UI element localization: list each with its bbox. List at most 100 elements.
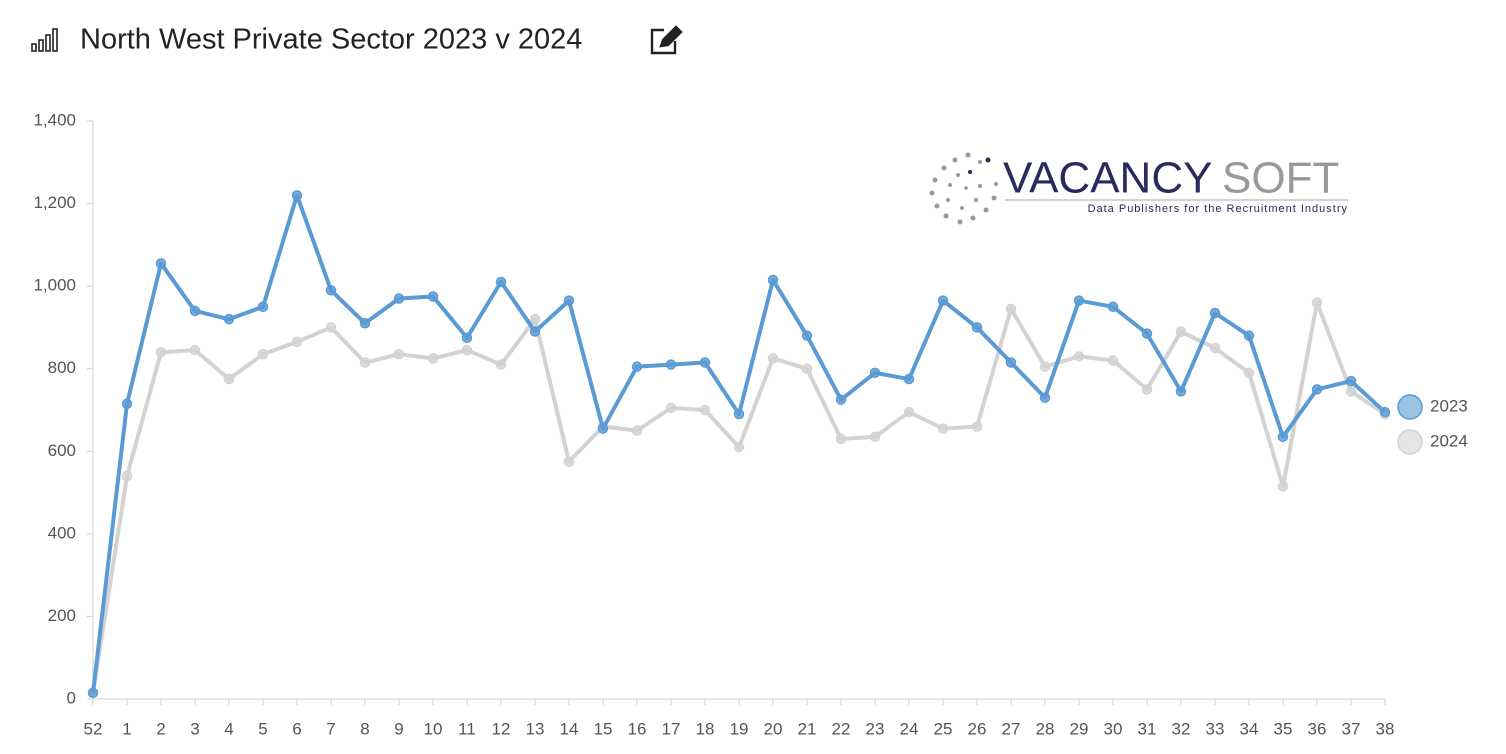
data-point [665, 359, 677, 370]
y-tick-label: 600 [48, 441, 76, 460]
data-point [1209, 342, 1221, 354]
data-point [1141, 328, 1153, 339]
data-point [563, 295, 575, 306]
data-point [631, 425, 643, 436]
data-point [699, 357, 711, 368]
data-point [1311, 297, 1323, 308]
data-point [835, 433, 847, 445]
logo: VACANCY SOFT Data Publishers for the Rec… [929, 152, 1348, 225]
data-point [189, 305, 201, 317]
x-tick-label: 7 [326, 719, 335, 738]
data-point [325, 322, 337, 333]
x-tick-label: 19 [730, 719, 749, 738]
data-point [869, 367, 881, 379]
x-tick-label: 20 [764, 719, 783, 738]
data-point [257, 301, 269, 313]
edit-icon[interactable] [650, 25, 683, 55]
y-tick-label: 800 [48, 358, 76, 377]
data-point [325, 285, 337, 296]
data-point [1175, 386, 1187, 397]
y-tick-label: 1,200 [33, 193, 76, 212]
data-point [1277, 481, 1289, 492]
legend-label: 2023 [1430, 396, 1468, 415]
x-tick-label: 3 [190, 719, 199, 738]
legend-marker [1397, 394, 1423, 420]
data-point [155, 258, 167, 269]
x-tick-label: 33 [1206, 719, 1225, 738]
y-tick-label: 0 [67, 688, 76, 707]
y-tick-label: 200 [48, 606, 76, 625]
data-point [1209, 307, 1221, 319]
x-tick-label: 2 [156, 719, 165, 738]
data-point [767, 274, 779, 286]
x-tick-label: 15 [594, 719, 613, 738]
data-point [1243, 330, 1255, 341]
x-tick-label: 4 [224, 719, 233, 738]
data-point [1039, 361, 1051, 372]
data-point [1175, 326, 1187, 337]
x-tick-label: 10 [424, 719, 443, 738]
data-point [1243, 367, 1255, 379]
x-tick-label: 36 [1308, 719, 1327, 738]
data-point [1107, 355, 1119, 366]
data-point [801, 330, 813, 341]
data-point [427, 353, 439, 364]
data-point [733, 441, 745, 453]
data-point [1345, 375, 1357, 387]
legend-label: 2024 [1430, 431, 1468, 450]
data-point [1005, 303, 1017, 315]
data-point [427, 291, 439, 302]
data-point [461, 332, 473, 343]
x-tick-label: 27 [1002, 719, 1021, 738]
x-tick-label: 29 [1070, 719, 1089, 738]
x-tick-label: 23 [866, 719, 885, 738]
y-tick-label: 1,400 [33, 110, 76, 129]
data-point [937, 423, 949, 434]
data-point [87, 687, 99, 699]
data-point [393, 349, 405, 360]
data-point [767, 353, 779, 364]
data-point [223, 373, 235, 385]
data-point [1141, 384, 1153, 395]
logo-tagline: Data Publishers for the Recruitment Indu… [1088, 203, 1348, 215]
x-tick-label: 34 [1240, 719, 1259, 738]
data-point [291, 190, 303, 201]
x-tick-label: 12 [492, 719, 511, 738]
data-point [1107, 301, 1119, 313]
data-point [1277, 431, 1289, 443]
data-point [155, 346, 167, 358]
chart-title: North West Private Sector 2023 v 2024 [80, 24, 582, 56]
x-tick-label: 30 [1104, 719, 1123, 738]
data-point [223, 313, 235, 325]
x-tick-label: 32 [1172, 719, 1191, 738]
x-tick-label: 31 [1138, 719, 1157, 738]
x-tick-label: 11 [458, 719, 476, 738]
x-tick-label: 25 [934, 719, 953, 738]
x-tick-label: 35 [1274, 719, 1293, 738]
data-point [461, 344, 473, 356]
y-tick-label: 400 [48, 523, 76, 542]
data-point [393, 293, 405, 304]
x-tick-label: 17 [662, 719, 681, 738]
logo-text: SOFT [1222, 154, 1339, 203]
data-point [1005, 357, 1017, 368]
data-point [1073, 295, 1085, 306]
x-tick-label: 38 [1376, 719, 1395, 738]
data-point [121, 470, 133, 482]
data-point [257, 349, 269, 360]
y-tick-label: 1,000 [33, 276, 76, 295]
data-point [665, 402, 677, 414]
data-point [121, 398, 133, 410]
x-tick-label: 16 [628, 719, 647, 738]
chart-icon [31, 28, 58, 52]
data-point [291, 336, 303, 348]
data-point [495, 276, 507, 288]
data-point [1345, 386, 1357, 397]
data-point [971, 322, 983, 333]
series-line [91, 300, 1387, 694]
x-tick-label: 18 [696, 719, 715, 738]
data-point [359, 357, 371, 368]
data-point [1039, 392, 1051, 403]
x-tick-label: 21 [798, 719, 817, 738]
data-point [529, 326, 541, 337]
